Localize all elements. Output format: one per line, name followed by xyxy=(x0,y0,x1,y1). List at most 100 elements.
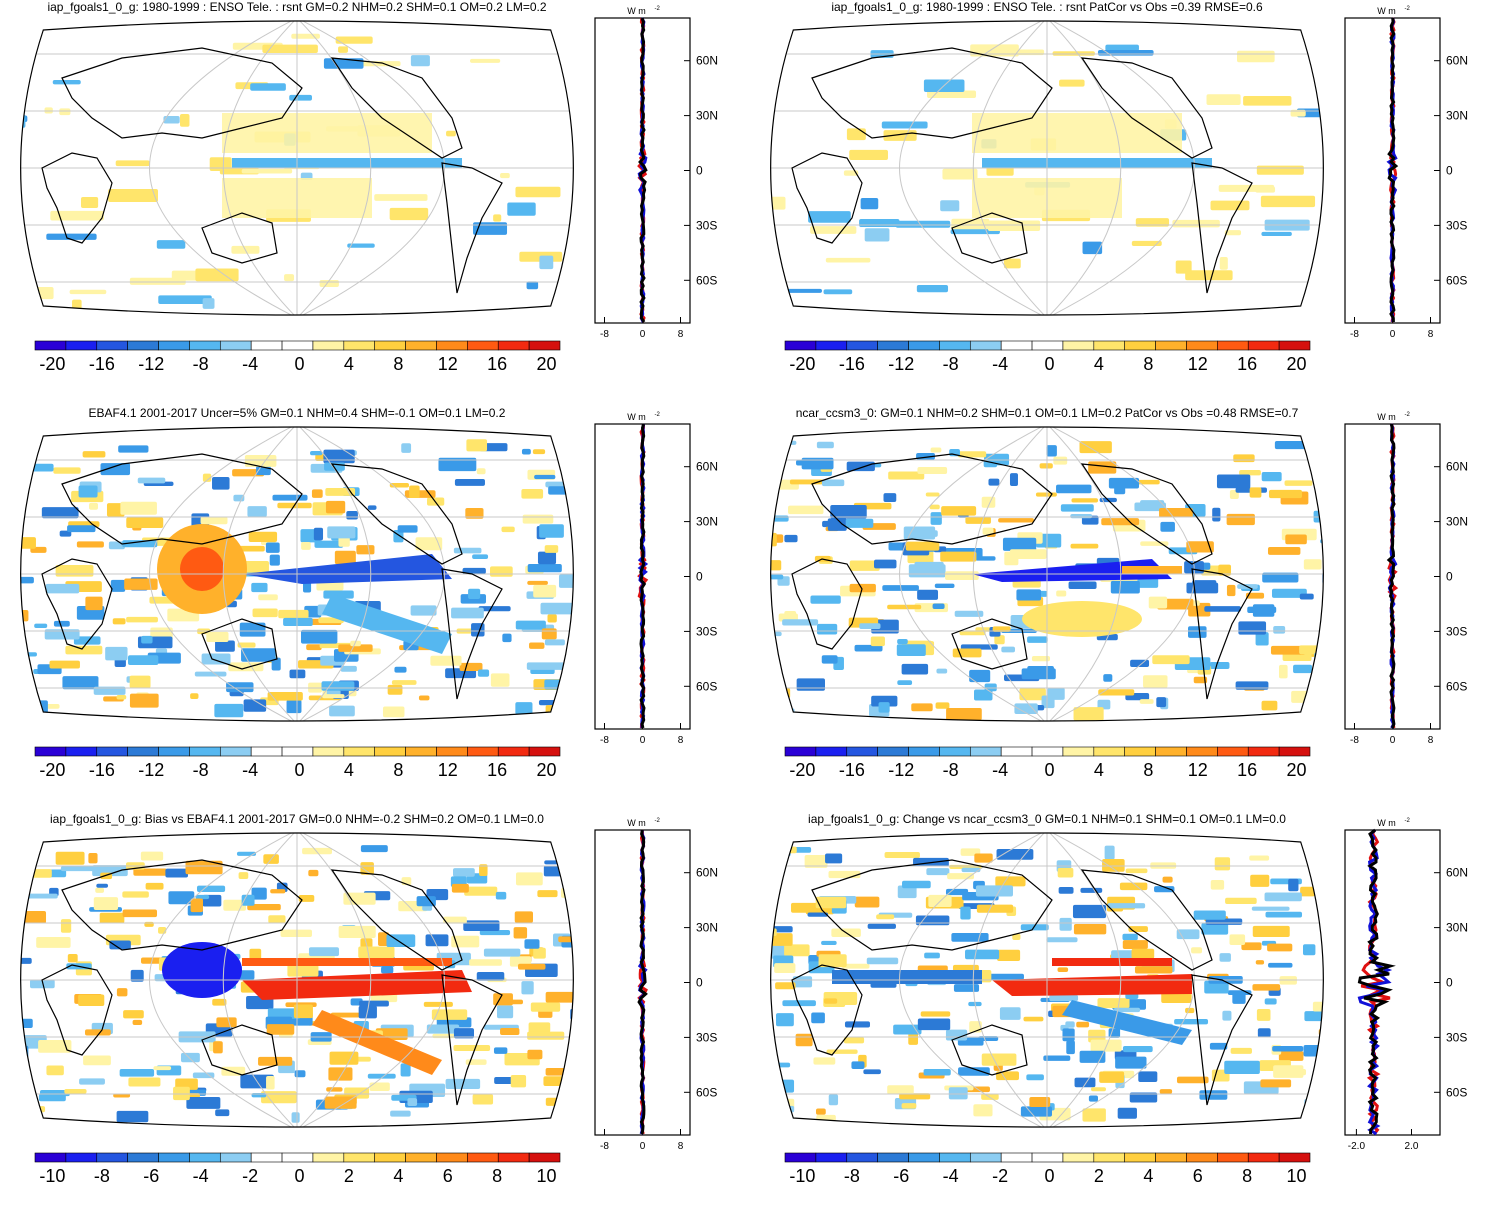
field-patch xyxy=(1256,960,1264,964)
colorbar-label: -8 xyxy=(94,1166,110,1186)
field-patch xyxy=(1288,879,1298,891)
field-patch xyxy=(885,852,920,858)
colorbar-swatch xyxy=(344,1153,375,1162)
lat-label: 30S xyxy=(1446,624,1467,638)
field-patch xyxy=(926,868,949,875)
field-patch xyxy=(543,1076,569,1086)
field-patch xyxy=(949,1087,968,1099)
field-patch xyxy=(1227,585,1235,596)
field-patch xyxy=(1261,232,1291,236)
field-patch xyxy=(18,257,28,261)
field-patch xyxy=(128,655,158,665)
lat-label: 0 xyxy=(1446,976,1453,990)
field-patch xyxy=(926,492,940,496)
field-patch xyxy=(539,524,564,537)
field-patch xyxy=(1268,547,1300,555)
colorbar-label: 12 xyxy=(438,760,458,780)
field-patch xyxy=(527,662,565,670)
field-patch xyxy=(12,1026,21,1034)
field-patch xyxy=(83,1056,111,1066)
zonal-x-tick: 8 xyxy=(678,1141,684,1152)
field-patch xyxy=(1188,626,1207,638)
field-patch xyxy=(897,639,908,644)
colorbar-label: 6 xyxy=(1193,1166,1203,1186)
field-patch xyxy=(1027,636,1048,643)
lat-label: 60N xyxy=(1446,460,1468,474)
field-patch xyxy=(924,1069,951,1076)
field-patch xyxy=(409,486,420,498)
field-patch xyxy=(72,300,82,314)
field-patch xyxy=(77,541,104,547)
colorbar-swatch xyxy=(66,747,97,756)
field-patch xyxy=(1058,967,1069,972)
field-patch xyxy=(1272,1046,1303,1052)
lat-label: 30S xyxy=(696,624,717,638)
field-patch xyxy=(306,644,321,650)
field-patch xyxy=(452,884,469,893)
field-patch xyxy=(1070,514,1092,518)
colorbar-label: -4 xyxy=(242,354,258,374)
field-patch xyxy=(1252,984,1280,991)
colorbar-swatch xyxy=(1217,1153,1248,1162)
field-patch xyxy=(1075,1078,1096,1088)
field-patch xyxy=(802,458,834,470)
field-patch xyxy=(531,1003,560,1012)
colorbar-swatch xyxy=(406,341,437,350)
zonal-x-tick: 8 xyxy=(1428,735,1434,746)
zonal-units: W m xyxy=(627,818,646,828)
field-patch xyxy=(67,525,95,532)
lat-label: 60S xyxy=(696,679,717,693)
field-patch xyxy=(941,506,976,515)
field-patch xyxy=(1212,508,1220,522)
field-patch xyxy=(1053,457,1067,465)
colorbar-swatch xyxy=(1063,1153,1094,1162)
field-patch xyxy=(247,506,266,517)
colorbar-swatch xyxy=(251,341,282,350)
field-patch xyxy=(419,695,430,700)
field-patch xyxy=(390,208,429,220)
colorbar-swatch xyxy=(251,747,282,756)
field-patch xyxy=(953,649,982,658)
colorbar-swatch xyxy=(35,1153,66,1162)
field-patch xyxy=(1061,504,1094,511)
zonal-x-tick: -8 xyxy=(1350,735,1359,746)
field-patch xyxy=(123,1010,144,1018)
field-patch xyxy=(281,930,312,937)
field-patch xyxy=(995,876,1025,886)
lat-label: 60N xyxy=(696,54,718,68)
colorbar-label: 0 xyxy=(1044,760,1054,780)
colorbar-swatch xyxy=(878,341,909,350)
field-patch xyxy=(123,909,157,917)
field-patch xyxy=(936,702,950,708)
zonal-x-tick: -8 xyxy=(1350,329,1359,340)
field-patch xyxy=(824,998,837,1003)
colorbar-label: 2 xyxy=(1094,1166,1104,1186)
colorbar-swatch xyxy=(816,1153,847,1162)
colorbar-label: -8 xyxy=(943,760,959,780)
field-patch xyxy=(822,480,844,487)
colorbar-swatch xyxy=(816,747,847,756)
field-patch xyxy=(1304,1099,1326,1105)
zonal-x-tick: -8 xyxy=(600,329,609,340)
colorbar-swatch xyxy=(220,747,251,756)
field-patch xyxy=(1211,880,1224,890)
field-patch xyxy=(8,504,22,517)
field-patch xyxy=(79,1078,105,1084)
field-patch xyxy=(1204,606,1241,612)
field-patch xyxy=(45,107,53,113)
lat-label: 60N xyxy=(1446,54,1468,68)
field-patch xyxy=(1299,645,1324,654)
field-patch xyxy=(120,502,157,515)
colorbar-label: 8 xyxy=(1143,760,1153,780)
field-patch xyxy=(1152,655,1189,664)
field-patch xyxy=(988,220,1040,230)
colorbar-swatch xyxy=(159,747,190,756)
lat-label: 60N xyxy=(1446,866,1468,880)
field-patch xyxy=(768,560,782,570)
field-patch xyxy=(1232,992,1245,1004)
colorbar-swatch xyxy=(878,1153,909,1162)
field-patch xyxy=(940,200,959,211)
colorbar-label: 20 xyxy=(1287,354,1307,374)
colorbar-swatch xyxy=(375,747,406,756)
